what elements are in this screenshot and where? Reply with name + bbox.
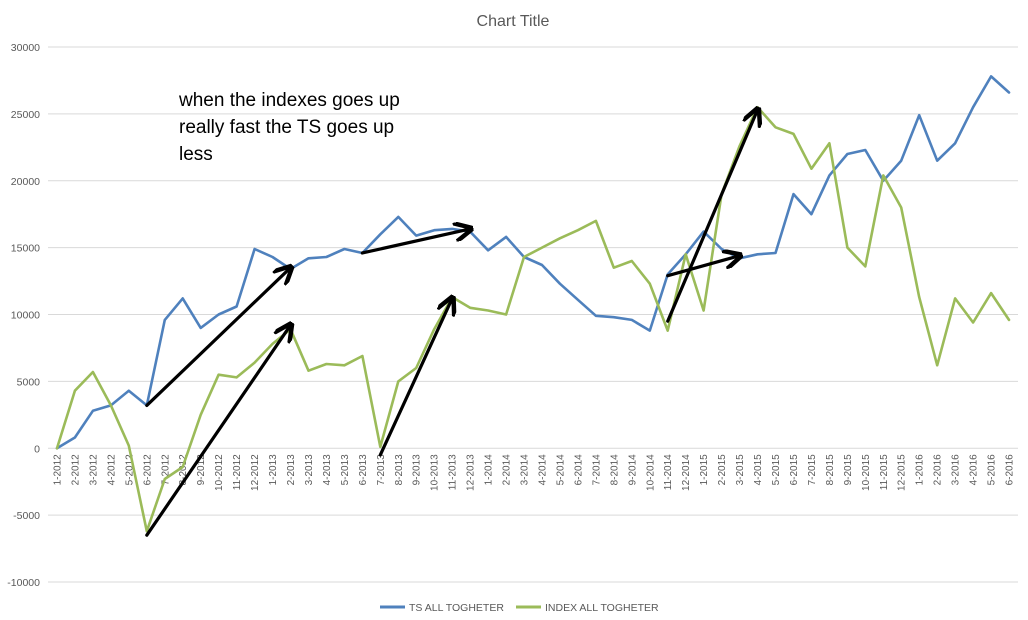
x-tick-label-13: 2-2013 xyxy=(286,454,297,486)
x-tick-label-20: 9-2013 xyxy=(412,454,423,486)
x-tick-label-36: 1-2015 xyxy=(699,454,710,486)
x-tick-label-43: 8-2015 xyxy=(825,454,836,486)
x-tick-label-16: 5-2013 xyxy=(340,454,351,486)
x-tick-label-38: 3-2015 xyxy=(735,454,746,486)
x-tick-label-2: 3-2012 xyxy=(88,454,99,486)
x-tick-label-27: 4-2014 xyxy=(537,454,548,486)
x-tick-label-10: 11-2012 xyxy=(232,454,243,490)
x-tick-label-33: 10-2014 xyxy=(645,454,656,491)
x-tick-label-28: 5-2014 xyxy=(555,454,566,486)
x-tick-label-1: 2-2012 xyxy=(70,454,81,486)
y-tick-label-1: 25000 xyxy=(11,109,40,121)
x-tick-label-51: 4-2016 xyxy=(969,454,980,486)
x-tick-label-22: 11-2013 xyxy=(448,454,459,490)
x-tick-label-14: 3-2013 xyxy=(304,454,315,486)
x-tick-label-48: 1-2016 xyxy=(915,454,926,486)
x-tick-label-25: 2-2014 xyxy=(502,454,513,486)
x-tick-label-39: 4-2015 xyxy=(753,454,764,486)
y-tick-label-2: 20000 xyxy=(11,176,40,188)
x-tick-label-29: 6-2014 xyxy=(573,454,584,486)
x-tick-label-42: 7-2015 xyxy=(807,454,818,486)
x-tick-label-0: 1-2012 xyxy=(52,454,63,486)
x-tick-label-37: 2-2015 xyxy=(717,454,728,486)
chart-title: Chart Title xyxy=(477,13,550,30)
x-tick-label-5: 6-2012 xyxy=(142,454,153,486)
y-tick-label-0: 30000 xyxy=(11,42,40,54)
x-tick-label-12: 1-2013 xyxy=(268,454,279,486)
x-tick-label-50: 3-2016 xyxy=(951,454,962,486)
x-tick-label-49: 2-2016 xyxy=(933,454,944,486)
legend-label-ts: TS ALL TOGHETER xyxy=(409,602,504,614)
y-tick-label-4: 10000 xyxy=(11,310,40,322)
annotation-line-3: less xyxy=(179,144,213,165)
x-tick-label-32: 9-2014 xyxy=(627,454,638,486)
x-tick-label-23: 12-2013 xyxy=(466,454,477,491)
x-tick-label-26: 3-2014 xyxy=(520,454,531,486)
x-tick-label-31: 8-2014 xyxy=(609,454,620,486)
x-tick-label-9: 10-2012 xyxy=(214,454,225,491)
x-tick-label-45: 10-2015 xyxy=(861,454,872,491)
annotation-line-1: when the indexes goes up xyxy=(178,90,400,111)
x-tick-label-41: 6-2015 xyxy=(789,454,800,486)
x-tick-label-19: 8-2013 xyxy=(394,454,405,486)
y-tick-label-3: 15000 xyxy=(11,243,40,255)
x-tick-label-46: 11-2015 xyxy=(879,454,890,490)
x-tick-label-44: 9-2015 xyxy=(843,454,854,486)
x-tick-label-30: 7-2014 xyxy=(591,454,602,486)
x-tick-label-40: 5-2015 xyxy=(771,454,782,486)
x-tick-label-6: 7-2012 xyxy=(160,454,171,486)
x-tick-label-53: 6-2016 xyxy=(1005,454,1016,486)
y-tick-label-8: -10000 xyxy=(7,577,40,589)
x-tick-label-11: 12-2012 xyxy=(250,454,261,491)
y-tick-label-6: 0 xyxy=(34,443,40,455)
x-tick-label-18: 7-2013 xyxy=(376,454,387,486)
x-tick-label-35: 12-2014 xyxy=(681,454,692,491)
legend-label-index: INDEX ALL TOGHETER xyxy=(545,602,659,614)
x-tick-label-3: 4-2012 xyxy=(106,454,117,486)
x-tick-label-52: 5-2016 xyxy=(987,454,998,486)
x-tick-label-24: 1-2014 xyxy=(484,454,495,486)
annotation-line-2: really fast the TS goes up xyxy=(179,117,394,138)
y-tick-label-5: 5000 xyxy=(17,376,41,388)
x-tick-label-15: 4-2013 xyxy=(322,454,333,486)
x-tick-label-21: 10-2013 xyxy=(430,454,441,491)
y-tick-label-7: -5000 xyxy=(13,510,40,522)
x-tick-label-34: 11-2014 xyxy=(663,454,674,490)
x-tick-label-17: 6-2013 xyxy=(358,454,369,486)
x-tick-label-47: 12-2015 xyxy=(897,454,908,491)
